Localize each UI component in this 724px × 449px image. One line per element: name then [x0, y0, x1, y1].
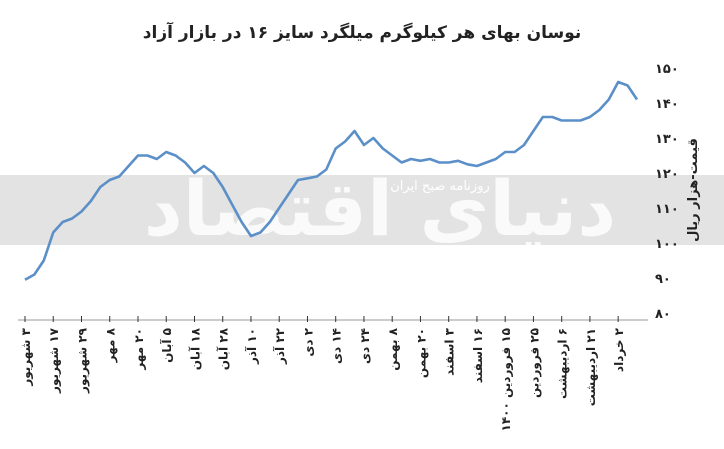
y-tick-label: ۹۰ — [655, 272, 671, 287]
x-tick-label: ۱۰ آذر — [244, 328, 259, 365]
watermark-sub: روزنامه صبح ایران — [390, 179, 490, 194]
y-tick-label: ۸۰ — [655, 307, 671, 322]
y-tick-label: ۱۴۰ — [655, 97, 679, 112]
x-tick-label: ۲۵ فروردین — [527, 328, 542, 398]
data-line — [24, 80, 639, 281]
x-tick-label: ۲۰ مهر — [132, 328, 146, 371]
x-tick-label: ۲۲ آذر — [272, 327, 287, 365]
x-tick-label: ۱۴ دی — [330, 328, 344, 364]
x-tick-label: ۱۸ آبان — [187, 327, 202, 370]
watermark-band — [0, 175, 724, 245]
x-tick-label: ۸ مهر — [104, 327, 118, 363]
x-tick-label: ۶ اردیبهشت — [556, 328, 570, 399]
y-tick-label: ۱۰۰ — [655, 237, 679, 252]
x-tick-label: ۲ خرداد — [612, 327, 626, 372]
x-tick-label: ۲ دی — [301, 327, 315, 356]
x-tick-label: ۵ آبان — [159, 328, 174, 363]
x-tick-label: ۱۶ اسفند — [471, 328, 485, 383]
y-tick-label: ۱۲۰ — [655, 167, 679, 182]
y-tick-label: ۱۳۰ — [655, 132, 679, 147]
x-tick-label: ۲۱ اردیبهشت — [584, 328, 598, 406]
x-tick-label: ۲۴ دی — [358, 328, 372, 364]
x-tick-label: ۱۷ شهریور — [47, 327, 62, 394]
x-tick-label: ۲۸ آبان — [216, 327, 231, 370]
watermark: دنیای اقتصاد — [144, 164, 616, 253]
chart-title: نوسان بهای هر کیلوگرم میلگرد سایز ۱۶ در … — [143, 21, 581, 43]
x-tick-label: ۲۰ بهمن — [414, 328, 428, 378]
x-tick-label: ۳ اسفند — [443, 327, 457, 376]
y-axis-title: قیمت-هزار ریال — [686, 138, 701, 242]
y-tick-label: ۱۱۰ — [655, 202, 679, 217]
x-tick-label: ۱۵ فروردین ۱۴۰۰ — [499, 328, 514, 431]
y-tick-label: ۱۵۰ — [655, 62, 679, 77]
x-tick-label: ۳ شهریور — [19, 327, 34, 386]
x-tick-label: ۲۹ شهریور — [75, 327, 90, 394]
x-tick-label: ۸ بهمن — [386, 327, 400, 370]
